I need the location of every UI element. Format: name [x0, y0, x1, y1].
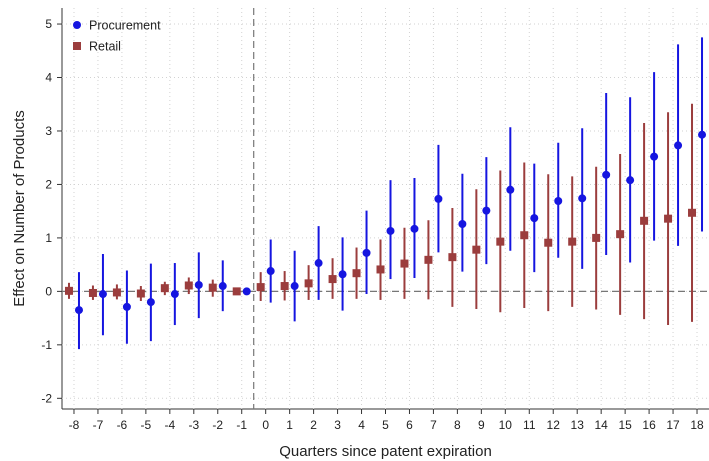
procurement-point — [146, 298, 155, 307]
procurement-point — [266, 267, 275, 276]
y-tick-label: 0 — [45, 284, 52, 298]
procurement-point — [338, 270, 347, 279]
x-tick-label: 6 — [406, 418, 413, 432]
retail-point — [304, 279, 313, 288]
x-tick-label: 3 — [334, 418, 341, 432]
x-tick-label: 13 — [571, 418, 585, 432]
retail-point — [256, 283, 265, 292]
procurement-point — [482, 206, 491, 215]
y-tick-label: 4 — [45, 71, 52, 85]
retail-point — [424, 255, 433, 264]
x-tick-label: 1 — [286, 418, 293, 432]
x-tick-label: 2 — [310, 418, 317, 432]
procurement-point — [194, 280, 203, 289]
procurement-point — [410, 224, 419, 233]
retail-point — [208, 283, 217, 292]
retail-point — [64, 286, 73, 295]
retail-point — [400, 259, 409, 268]
retail-point — [448, 253, 457, 262]
retail-point — [112, 288, 121, 297]
legend-retail-label: Retail — [89, 40, 121, 54]
procurement-point — [242, 287, 251, 296]
x-tick-label: 15 — [618, 418, 632, 432]
x-tick-label: 12 — [547, 418, 561, 432]
x-tick-label: 5 — [382, 418, 389, 432]
legend-procurement-label: Procurement — [89, 19, 161, 33]
x-axis-title: Quarters since patent expiration — [279, 443, 492, 460]
x-tick-label: -8 — [69, 418, 80, 432]
retail-point — [184, 281, 193, 290]
procurement-point — [602, 170, 611, 179]
x-tick-label: 16 — [642, 418, 656, 432]
retail-point — [88, 288, 97, 297]
x-tick-label: 17 — [666, 418, 680, 432]
retail-point — [136, 289, 145, 298]
y-tick-label: 3 — [45, 124, 52, 138]
procurement-point — [74, 306, 83, 315]
retail-point — [160, 284, 169, 293]
retail-point — [280, 282, 289, 291]
procurement-point — [98, 290, 107, 299]
retail-point — [352, 269, 361, 278]
x-tick-label: -3 — [188, 418, 199, 432]
retail-point — [472, 245, 481, 254]
x-tick-label: 14 — [594, 418, 608, 432]
procurement-point — [506, 185, 515, 194]
retail-point — [592, 233, 601, 242]
procurement-point — [170, 290, 179, 299]
x-tick-label: 7 — [430, 418, 437, 432]
x-tick-label: -7 — [93, 418, 104, 432]
y-axis-title: Effect on Number of Products — [11, 110, 28, 307]
x-tick-label: 4 — [358, 418, 365, 432]
procurement-point — [314, 259, 323, 268]
procurement-point — [362, 248, 371, 257]
procurement-point — [530, 214, 539, 223]
retail-point — [520, 231, 529, 240]
x-tick-label: -4 — [164, 418, 175, 432]
retail-point — [376, 265, 385, 274]
procurement-point — [674, 141, 683, 150]
legend-retail-marker — [73, 42, 81, 50]
retail-point — [664, 214, 673, 223]
procurement-point — [698, 130, 707, 139]
x-tick-label: 0 — [262, 418, 269, 432]
procurement-point — [650, 152, 659, 161]
retail-point — [496, 237, 505, 246]
x-tick-label: 9 — [478, 418, 485, 432]
procurement-point — [458, 220, 467, 229]
retail-point — [544, 238, 553, 247]
x-tick-label: -6 — [117, 418, 128, 432]
retail-point — [568, 237, 577, 246]
retail-point — [328, 275, 337, 284]
retail-point — [232, 287, 241, 296]
x-tick-label: 11 — [523, 418, 536, 432]
procurement-point — [290, 282, 299, 291]
procurement-point — [578, 194, 587, 203]
x-tick-label: 18 — [690, 418, 704, 432]
y-tick-label: -2 — [41, 391, 52, 405]
procurement-point — [434, 194, 443, 203]
retail-point — [616, 230, 625, 239]
y-tick-label: 2 — [45, 177, 52, 191]
procurement-point — [386, 226, 395, 235]
y-tick-label: 1 — [45, 231, 52, 245]
retail-point — [640, 216, 649, 225]
retail-point — [688, 208, 697, 217]
procurement-point — [626, 176, 635, 185]
x-tick-label: -2 — [212, 418, 223, 432]
y-tick-label: 5 — [45, 17, 52, 31]
procurement-point — [122, 302, 131, 311]
x-tick-label: -5 — [141, 418, 152, 432]
procurement-point — [218, 282, 227, 291]
x-tick-label: -1 — [236, 418, 247, 432]
x-tick-label: 8 — [454, 418, 461, 432]
x-tick-label: 10 — [499, 418, 513, 432]
y-tick-label: -1 — [41, 338, 52, 352]
procurement-point — [554, 197, 563, 206]
legend-procurement-marker — [73, 21, 81, 29]
